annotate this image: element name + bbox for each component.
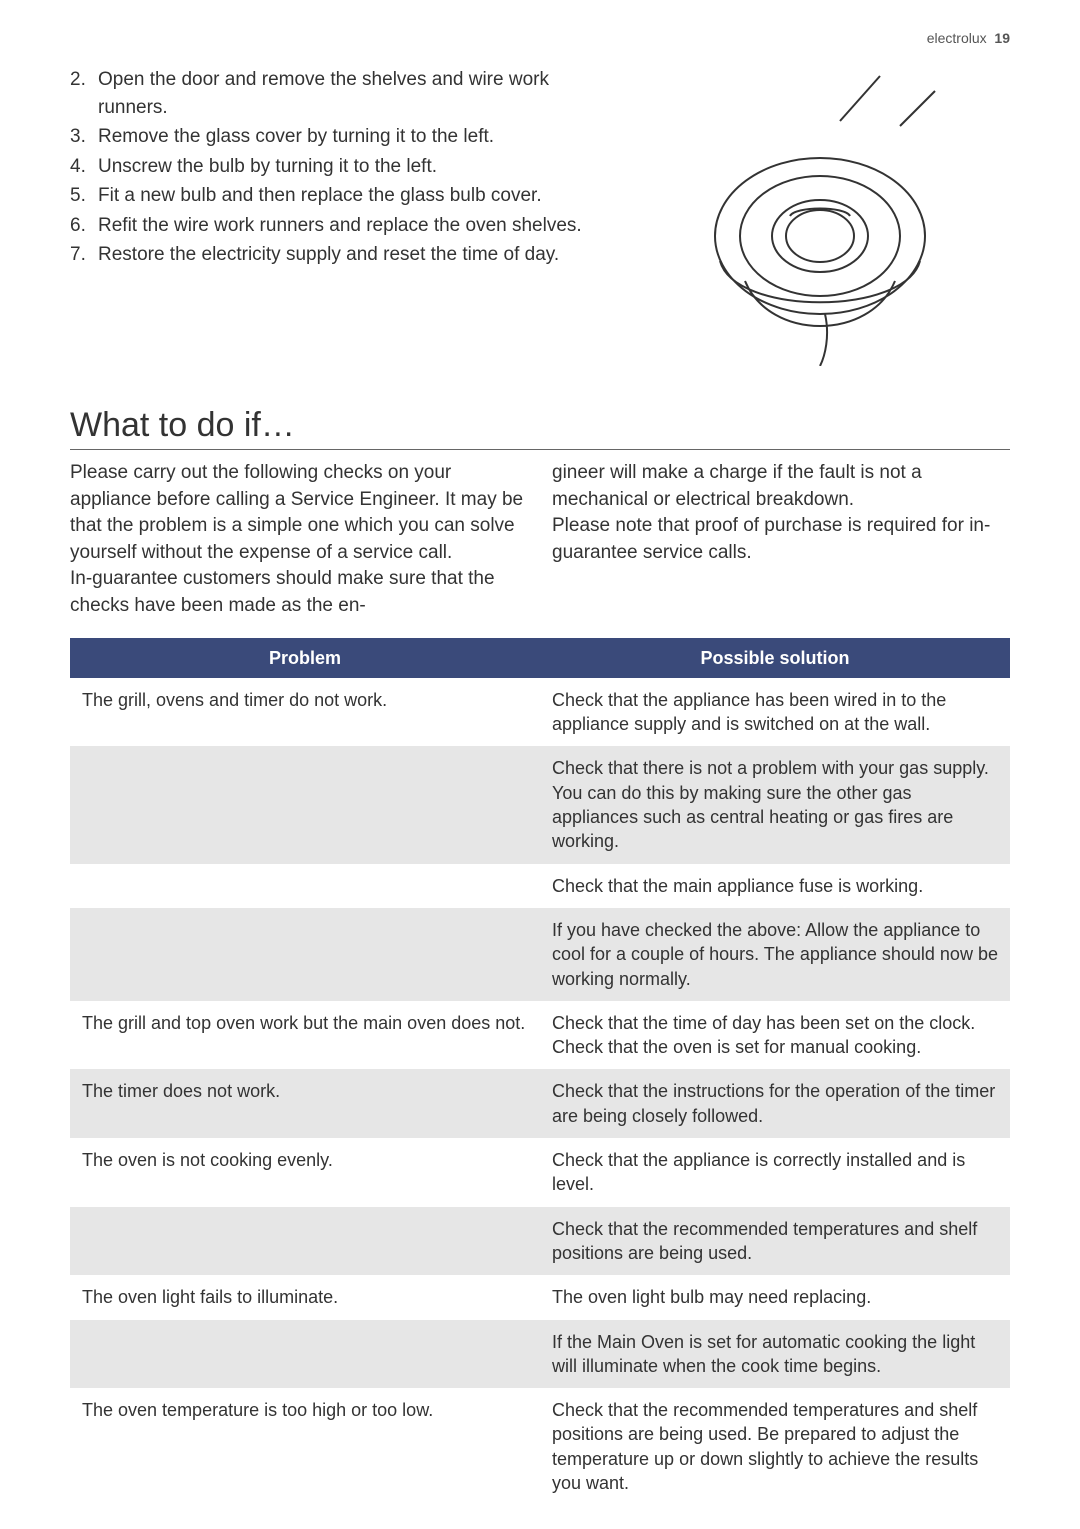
problem-cell (70, 864, 540, 908)
intro-col-1: Please carry out the following checks on… (70, 460, 528, 620)
instruction-text: Fit a new bulb and then replace the glas… (98, 182, 542, 210)
solution-cell: Check that the time of day has been set … (540, 1001, 1010, 1070)
instruction-list: 2.Open the door and remove the shelves a… (70, 66, 590, 366)
instruction-number: 6. (70, 212, 98, 240)
problem-cell: The oven light fails to illuminate. (70, 1275, 540, 1319)
instruction-number: 2. (70, 66, 98, 121)
problem-cell: The timer does not work. (70, 1069, 540, 1138)
solution-cell: If you have checked the above: Allow the… (540, 908, 1010, 1001)
bulb-diagram (630, 66, 1010, 366)
solution-cell: Check that the recommended temperatures … (540, 1388, 1010, 1505)
table-row: If the Main Oven is set for automatic co… (70, 1320, 1010, 1389)
top-section: 2.Open the door and remove the shelves a… (70, 66, 1010, 366)
page-header: electrolux 19 (70, 30, 1010, 46)
section-title: What to do if… (70, 406, 1010, 450)
table-row: The oven is not cooking evenly.Check tha… (70, 1138, 1010, 1207)
table-header-row: Problem Possible solution (70, 638, 1010, 678)
instruction-text: Unscrew the bulb by turning it to the le… (98, 153, 437, 181)
problem-cell (70, 1207, 540, 1276)
problem-cell: The grill and top oven work but the main… (70, 1001, 540, 1070)
solution-cell: Check that the appliance is correctly in… (540, 1138, 1010, 1207)
instruction-text: Open the door and remove the shelves and… (98, 66, 590, 121)
solution-cell: Check that the recommended temperatures … (540, 1207, 1010, 1276)
solution-cell: Check that the appliance has been wired … (540, 678, 1010, 747)
table-row: If you have checked the above: Allow the… (70, 908, 1010, 1001)
instruction-item: 7.Restore the electricity supply and res… (70, 241, 590, 269)
problem-cell (70, 1320, 540, 1389)
solution-cell: The oven light bulb may need replacing. (540, 1275, 1010, 1319)
problem-cell: The oven is not cooking evenly. (70, 1138, 540, 1207)
problem-cell (70, 746, 540, 863)
instruction-text: Restore the electricity supply and reset… (98, 241, 559, 269)
solution-cell: If the Main Oven is set for automatic co… (540, 1320, 1010, 1389)
intro-columns: Please carry out the following checks on… (70, 460, 1010, 620)
troubleshoot-table: Problem Possible solution The grill, ove… (70, 638, 1010, 1506)
instruction-item: 6.Refit the wire work runners and replac… (70, 212, 590, 240)
solution-cell: Check that the instructions for the oper… (540, 1069, 1010, 1138)
solution-cell: Check that the main appliance fuse is wo… (540, 864, 1010, 908)
table-row: The oven temperature is too high or too … (70, 1388, 1010, 1505)
table-row: The oven light fails to illuminate.The o… (70, 1275, 1010, 1319)
intro-col-2: gineer will make a charge if the fault i… (552, 460, 1010, 620)
page-number: 19 (994, 30, 1010, 46)
problem-cell: The grill, ovens and timer do not work. (70, 678, 540, 747)
table-row: The timer does not work.Check that the i… (70, 1069, 1010, 1138)
solution-cell: Check that there is not a problem with y… (540, 746, 1010, 863)
table-row: The grill and top oven work but the main… (70, 1001, 1010, 1070)
table-header-solution: Possible solution (540, 638, 1010, 678)
table-row: Check that the main appliance fuse is wo… (70, 864, 1010, 908)
table-row: Check that there is not a problem with y… (70, 746, 1010, 863)
brand-label: electrolux (927, 30, 987, 46)
instruction-number: 7. (70, 241, 98, 269)
instruction-number: 4. (70, 153, 98, 181)
instruction-item: 3.Remove the glass cover by turning it t… (70, 123, 590, 151)
instruction-text: Remove the glass cover by turning it to … (98, 123, 494, 151)
table-row: The grill, ovens and timer do not work.C… (70, 678, 1010, 747)
problem-cell: The oven temperature is too high or too … (70, 1388, 540, 1505)
table-body: The grill, ovens and timer do not work.C… (70, 678, 1010, 1505)
instruction-item: 4.Unscrew the bulb by turning it to the … (70, 153, 590, 181)
table-header-problem: Problem (70, 638, 540, 678)
problem-cell (70, 908, 540, 1001)
instruction-item: 5.Fit a new bulb and then replace the gl… (70, 182, 590, 210)
instruction-number: 3. (70, 123, 98, 151)
instruction-item: 2.Open the door and remove the shelves a… (70, 66, 590, 121)
instruction-number: 5. (70, 182, 98, 210)
instruction-text: Refit the wire work runners and replace … (98, 212, 582, 240)
table-row: Check that the recommended temperatures … (70, 1207, 1010, 1276)
bulb-diagram-svg (675, 66, 965, 366)
